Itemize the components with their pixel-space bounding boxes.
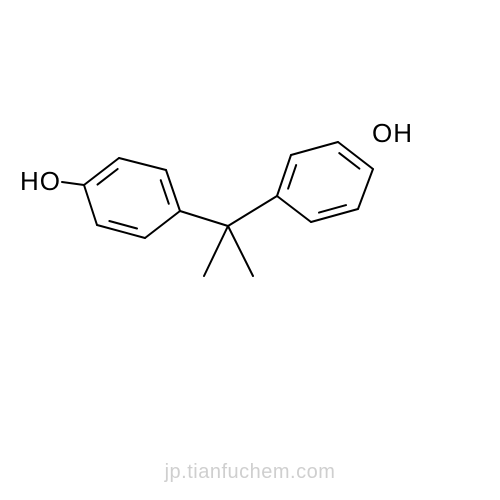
- atom-label-right-oh: OH: [372, 120, 413, 146]
- watermark-text: jp.tianfuchem.com: [165, 461, 336, 484]
- structure-svg: [0, 0, 500, 500]
- atom-label-left-oh: HO: [20, 168, 61, 194]
